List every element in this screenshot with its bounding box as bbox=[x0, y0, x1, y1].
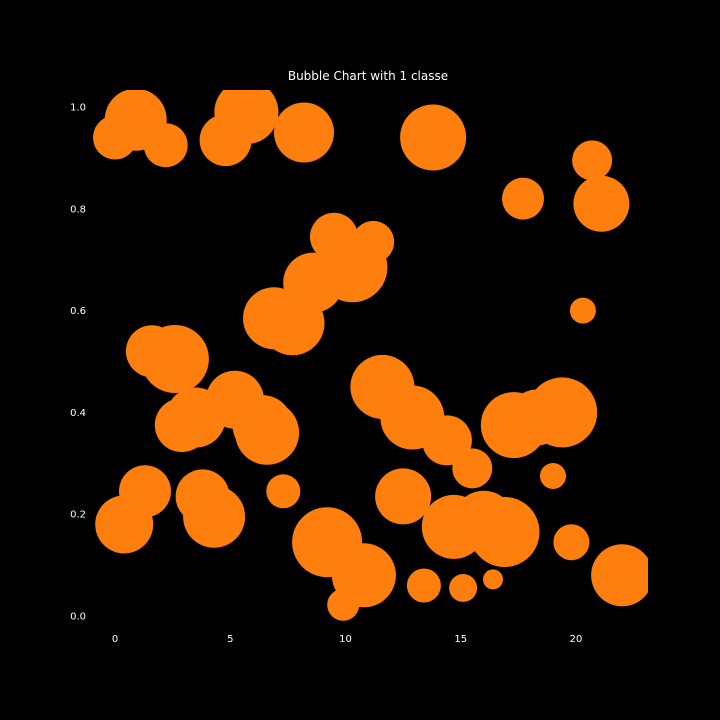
bubble-42 bbox=[406, 568, 441, 603]
bubble-47 bbox=[483, 569, 503, 590]
bubble-27 bbox=[421, 415, 472, 466]
y-tick-label: 0.6 bbox=[70, 306, 86, 317]
x-tick-label: 10 bbox=[339, 634, 352, 645]
bubble-46 bbox=[449, 574, 478, 602]
y-tick-label: 1.0 bbox=[70, 103, 86, 114]
bubble-28 bbox=[452, 448, 493, 489]
bubble-34 bbox=[95, 495, 154, 554]
bubble-3 bbox=[143, 123, 188, 168]
bubble-14 bbox=[317, 232, 388, 303]
bubble-19 bbox=[140, 325, 209, 393]
y-tick-label: 0.0 bbox=[70, 612, 86, 623]
bubble-32 bbox=[540, 463, 566, 489]
chart-title: Bubble Chart with 1 classe bbox=[288, 69, 448, 83]
bubble-9 bbox=[502, 177, 544, 220]
bubble-16 bbox=[260, 291, 325, 356]
bubble-38 bbox=[375, 468, 432, 525]
bubble-24 bbox=[235, 400, 300, 465]
x-tick-label: 0 bbox=[112, 634, 118, 645]
x-tick-label: 20 bbox=[570, 634, 583, 645]
y-tick-label: 0.8 bbox=[70, 204, 86, 215]
bubble-31 bbox=[527, 377, 598, 448]
x-tick-label: 5 bbox=[227, 634, 233, 645]
bubble-10 bbox=[573, 175, 630, 232]
bubble-37 bbox=[266, 474, 301, 509]
bubble-7 bbox=[400, 104, 467, 171]
bubble-2 bbox=[93, 115, 137, 160]
bubble-22 bbox=[154, 398, 209, 453]
x-tick-label: 15 bbox=[454, 634, 467, 645]
bubble-17 bbox=[569, 297, 596, 324]
bubble-45 bbox=[469, 497, 540, 567]
bubble-series bbox=[93, 90, 648, 621]
bubble-6 bbox=[274, 102, 334, 163]
bubble-41 bbox=[327, 588, 360, 621]
y-axis-ticks: 0.0 0.2 0.4 0.6 0.8 1.0 bbox=[70, 103, 86, 623]
bubble-36 bbox=[183, 485, 246, 548]
y-tick-label: 0.2 bbox=[70, 510, 86, 521]
bubble-5 bbox=[199, 114, 252, 167]
y-tick-label: 0.4 bbox=[70, 408, 86, 419]
bubble-48 bbox=[553, 524, 590, 561]
x-axis-ticks: 0 5 10 15 20 bbox=[112, 634, 583, 645]
bubble-49 bbox=[591, 544, 648, 607]
bubble-8 bbox=[572, 140, 613, 181]
